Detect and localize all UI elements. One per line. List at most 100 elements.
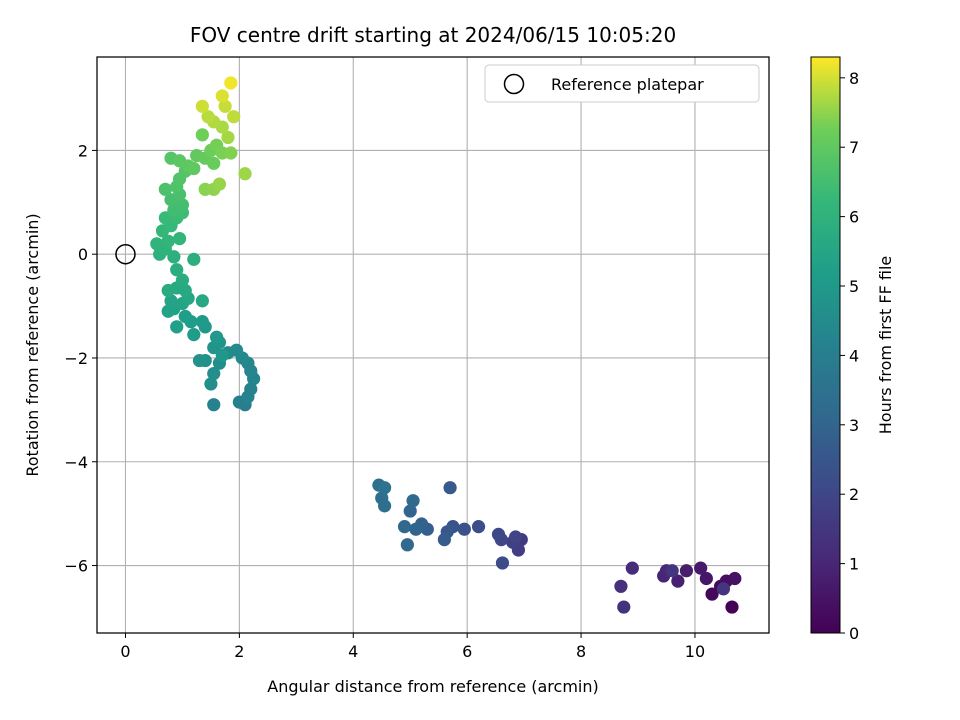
data-point — [167, 250, 181, 264]
data-point — [170, 320, 184, 334]
data-point — [671, 574, 685, 588]
colorbar: 0 1 2 3 4 5 6 7 8 Hours from first FF file — [810, 56, 895, 643]
y-tick-label: −2 — [64, 349, 88, 368]
data-point — [207, 398, 221, 412]
legend-label: Reference platepar — [551, 75, 704, 94]
colorbar-tick-label: 1 — [849, 555, 859, 574]
x-tick-label: 0 — [120, 642, 130, 661]
data-point — [150, 237, 164, 251]
colorbar-tick-label: 2 — [849, 485, 859, 504]
x-axis-ticks: 0 2 4 6 8 10 — [120, 633, 705, 661]
data-point — [694, 561, 708, 575]
data-point — [195, 315, 209, 329]
data-point — [699, 571, 713, 586]
x-tick-label: 10 — [685, 642, 705, 661]
data-point — [471, 520, 486, 534]
data-point — [161, 304, 175, 318]
data-point — [244, 382, 258, 396]
data-point — [728, 571, 742, 586]
data-point — [187, 328, 201, 342]
data-point — [164, 294, 178, 308]
y-tick-label: 0 — [78, 245, 88, 264]
x-axis-label: Angular distance from reference (arcmin) — [267, 677, 598, 696]
reference-layer — [115, 243, 136, 265]
x-tick-label: 2 — [234, 642, 244, 661]
data-point — [409, 522, 423, 536]
data-point — [227, 110, 241, 124]
colorbar-tick-label: 5 — [849, 277, 859, 296]
data-point — [161, 283, 175, 298]
y-tick-label: −4 — [64, 453, 88, 472]
data-point — [224, 146, 238, 160]
data-point — [406, 494, 420, 508]
colorbar-tick-label: 7 — [849, 138, 859, 157]
data-point — [158, 182, 172, 196]
data-point — [207, 366, 221, 381]
data-point — [397, 520, 412, 534]
data-point — [221, 130, 235, 145]
colorbar-gradient — [810, 56, 841, 634]
colorbar-tick-label: 3 — [849, 416, 859, 435]
data-point — [617, 600, 631, 614]
data-point — [238, 167, 252, 181]
x-tick-label: 8 — [576, 642, 586, 661]
legend-marker-open-circle — [503, 73, 525, 95]
data-point — [679, 564, 694, 578]
data-point — [175, 273, 190, 287]
data-point — [195, 128, 209, 142]
data-point — [725, 600, 739, 614]
colorbar-tick-label: 6 — [849, 208, 859, 227]
data-point — [172, 232, 187, 246]
data-point — [716, 582, 731, 596]
data-point — [377, 499, 392, 513]
y-tick-label: −6 — [64, 557, 88, 576]
chart-title: FOV centre drift starting at 2024/06/15 … — [190, 23, 676, 47]
data-point — [195, 99, 209, 113]
data-point — [204, 377, 218, 391]
data-point — [443, 481, 457, 495]
colorbar-tick-label: 4 — [849, 346, 859, 365]
data-point — [192, 353, 207, 368]
data-point — [178, 309, 192, 324]
y-axis-label: Rotation from reference (arcmin) — [23, 213, 42, 476]
data-point — [495, 556, 510, 570]
data-point — [201, 110, 215, 124]
reference-platepar-marker — [115, 243, 136, 265]
data-point — [508, 530, 523, 544]
data-point — [403, 504, 417, 518]
data-point — [158, 211, 172, 225]
data-point — [212, 177, 227, 191]
data-point — [614, 579, 628, 593]
data-point — [207, 156, 221, 170]
legend: Reference platepar — [484, 64, 760, 103]
x-tick-label: 6 — [462, 642, 472, 661]
data-point — [175, 198, 190, 212]
data-point — [705, 587, 719, 601]
data-point — [195, 294, 209, 308]
plot-frame — [96, 56, 770, 634]
colorbar-tick-label: 8 — [849, 69, 859, 88]
data-point — [218, 99, 232, 113]
data-point — [170, 263, 184, 277]
data-point — [665, 564, 679, 578]
legend-box — [484, 64, 760, 103]
data-point — [161, 234, 175, 248]
data-point — [215, 89, 229, 103]
y-tick-label: 2 — [78, 141, 88, 160]
data-point — [224, 76, 238, 90]
y-axis-ticks: −6 −4 −2 0 2 — [64, 141, 97, 576]
data-point — [377, 481, 392, 495]
x-tick-label: 4 — [348, 642, 358, 661]
data-point — [437, 532, 451, 547]
data-points — [150, 76, 742, 614]
colorbar-label: Hours from first FF file — [876, 256, 895, 435]
data-point — [400, 538, 414, 552]
data-point — [625, 561, 639, 575]
data-point — [187, 252, 201, 266]
data-point — [491, 527, 506, 542]
plot-area — [97, 57, 769, 633]
data-point — [187, 161, 201, 176]
colorbar-tick-label: 0 — [849, 624, 859, 643]
